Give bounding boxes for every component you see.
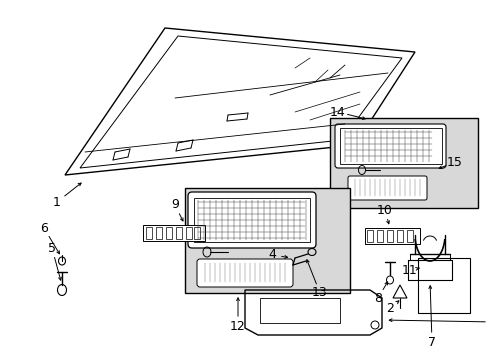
- Text: 8: 8: [373, 292, 381, 305]
- Bar: [260, 298, 339, 323]
- Bar: [156, 227, 162, 239]
- Text: 1: 1: [53, 195, 61, 208]
- Bar: [339, 128, 441, 164]
- Bar: [417, 258, 469, 313]
- Bar: [194, 198, 309, 242]
- Bar: [366, 230, 372, 242]
- Bar: [386, 230, 392, 242]
- Bar: [396, 230, 402, 242]
- Text: 15: 15: [446, 156, 462, 168]
- FancyBboxPatch shape: [334, 124, 445, 168]
- Text: 14: 14: [329, 105, 345, 118]
- Text: 12: 12: [230, 320, 245, 333]
- Bar: [194, 227, 200, 239]
- Text: 4: 4: [267, 248, 275, 261]
- Text: 7: 7: [427, 336, 435, 348]
- Bar: [364, 228, 419, 244]
- Bar: [165, 227, 172, 239]
- Bar: [146, 227, 152, 239]
- Text: 2: 2: [385, 302, 393, 315]
- Text: 5: 5: [48, 242, 56, 255]
- Text: 9: 9: [171, 198, 179, 211]
- Text: 11: 11: [401, 264, 417, 276]
- FancyBboxPatch shape: [197, 259, 292, 287]
- Bar: [185, 227, 192, 239]
- Text: 6: 6: [40, 221, 48, 234]
- Bar: [406, 230, 412, 242]
- Bar: [142, 225, 204, 241]
- Text: 13: 13: [311, 287, 327, 300]
- FancyBboxPatch shape: [347, 176, 426, 200]
- Bar: [329, 118, 477, 208]
- Bar: [184, 188, 349, 293]
- FancyBboxPatch shape: [187, 192, 315, 248]
- Bar: [376, 230, 382, 242]
- Text: 10: 10: [376, 203, 392, 216]
- Bar: [176, 227, 182, 239]
